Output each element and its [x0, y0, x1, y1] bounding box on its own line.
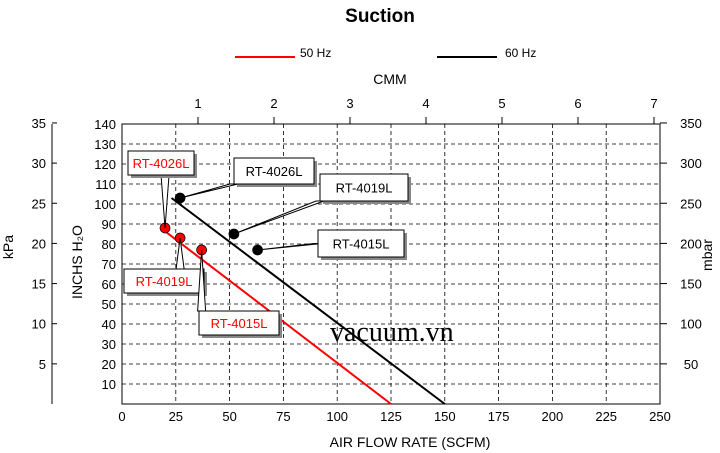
- callout-pointer: [160, 174, 170, 229]
- callout-box: [317, 229, 405, 258]
- kpa-axis-ticks: 5 10 15 20 25 30 35: [32, 116, 57, 404]
- y-axis-ticks: 10 20 30 40 50 60 70 80 90 100 110 120 130 140: [94, 117, 116, 392]
- callout-label: RT-4019L: [136, 274, 193, 289]
- x-tick-label: 0: [118, 409, 125, 424]
- kpa-tick-label: 10: [32, 317, 46, 332]
- kpa-tick-label: 5: [39, 357, 46, 372]
- y-tick-label: 30: [102, 337, 116, 352]
- x-tick-label: 75: [276, 409, 290, 424]
- cmm-tick-label: 6: [574, 96, 581, 111]
- mbar-tick-label: 250: [680, 196, 702, 211]
- x-tick-label: 50: [222, 409, 236, 424]
- x-tick-label: 175: [488, 409, 510, 424]
- x-tick-label: 250: [649, 409, 671, 424]
- legend: 50 Hz 60 Hz: [235, 46, 536, 60]
- kpa-tick-label: 25: [32, 196, 46, 211]
- y-tick-label: 70: [102, 257, 116, 272]
- y-axis-label: INCHS H₂O: [69, 225, 85, 299]
- series-line-60hz: [170, 197, 446, 405]
- y-tick-label: 130: [94, 137, 116, 152]
- callout-box: [319, 173, 409, 202]
- x-axis-ticks: 0 25 50 75 100 125 150 175 200 225 250: [118, 409, 670, 424]
- callout-label: RT-4015L: [211, 316, 268, 331]
- callout-label: RT-4026L: [133, 156, 190, 171]
- legend-label-50hz: 50 Hz: [300, 46, 331, 60]
- x-tick-label: 100: [326, 409, 348, 424]
- callout-label: RT-4019L: [336, 181, 393, 196]
- cmm-tick-label: 4: [422, 96, 429, 111]
- x-tick-label: 150: [434, 409, 456, 424]
- cmm-axis-label: CMM: [373, 71, 406, 87]
- cmm-axis-ticks: 1 2 3 4 5 6 7: [194, 96, 658, 124]
- mbar-tick-label: 150: [680, 277, 702, 292]
- callout-box: [198, 310, 280, 336]
- callout-box: [127, 150, 195, 176]
- mbar-tick-label: 100: [680, 317, 702, 332]
- callout-pointer: [175, 237, 185, 270]
- kpa-tick-label: 15: [32, 277, 46, 292]
- y-tick-label: 90: [102, 217, 116, 232]
- mbar-tick-label: 300: [680, 156, 702, 171]
- legend-label-60hz: 60 Hz: [505, 46, 536, 60]
- watermark: vacuum.vn: [330, 317, 454, 348]
- callouts: RT-4026L RT-4019L RT-4015L RT-4026L RT-4019L…: [123, 150, 411, 338]
- y-tick-label: 50: [102, 297, 116, 312]
- kpa-axis-label: kPa: [0, 235, 16, 259]
- y-tick-label: 140: [94, 117, 116, 132]
- kpa-tick-label: 30: [32, 156, 46, 171]
- cmm-tick-label: 5: [498, 96, 505, 111]
- kpa-tick-label: 20: [32, 236, 46, 251]
- cmm-tick-label: 3: [346, 96, 353, 111]
- y-tick-label: 110: [95, 177, 116, 192]
- x-tick-label: 25: [169, 409, 183, 424]
- x-tick-label: 225: [595, 409, 617, 424]
- cmm-tick-label: 1: [194, 96, 201, 111]
- y-tick-label: 60: [102, 277, 116, 292]
- callout-box: [123, 268, 205, 294]
- y-tick-label: 10: [102, 377, 116, 392]
- callout-pointer: [233, 200, 325, 235]
- y-tick-label: 120: [94, 157, 116, 172]
- callout-pointer: [257, 243, 323, 251]
- kpa-tick-label: 35: [32, 116, 46, 131]
- chart-title: Suction: [345, 6, 415, 27]
- x-axis-label: AIR FLOW RATE (SCFM): [330, 434, 491, 450]
- y-tick-label: 80: [102, 237, 116, 252]
- callout-label: RT-4015L: [333, 237, 390, 252]
- mbar-tick-label: 50: [684, 357, 698, 372]
- callout-label: RT-4026L: [246, 164, 303, 179]
- callout-box: [233, 157, 315, 185]
- mbar-tick-label: 350: [680, 116, 702, 131]
- cmm-tick-label: 7: [650, 96, 657, 111]
- y-tick-label: 20: [102, 357, 116, 372]
- x-tick-label: 125: [380, 409, 402, 424]
- mbar-axis-label: mbar: [699, 239, 715, 271]
- mbar-axis-ticks: 50 100 150 200 250 300 350: [660, 116, 702, 372]
- y-tick-label: 100: [94, 197, 116, 212]
- mbar-tick-label: 200: [680, 236, 702, 251]
- cmm-tick-label: 2: [270, 96, 277, 111]
- y-tick-label: 40: [102, 317, 116, 332]
- x-tick-label: 200: [542, 409, 564, 424]
